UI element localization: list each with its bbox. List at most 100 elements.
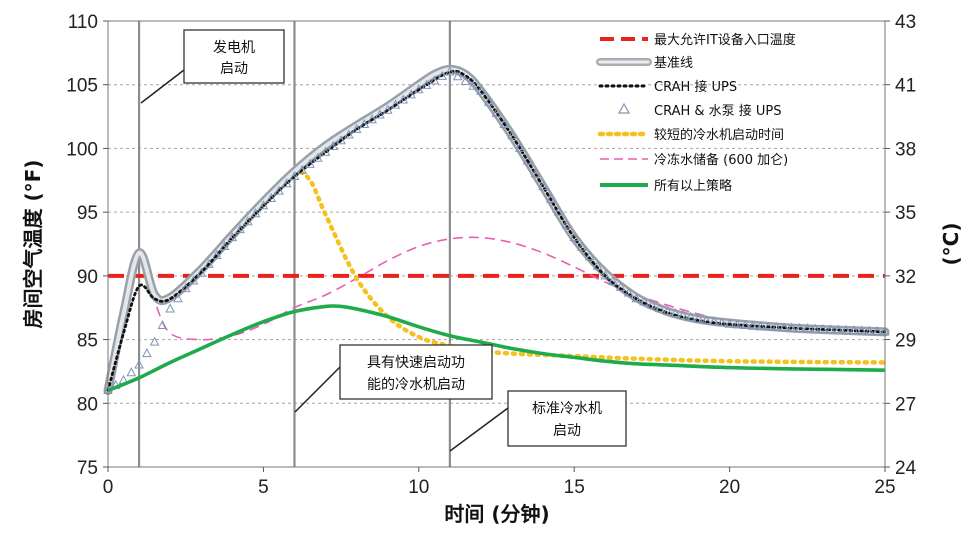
legend-label-baseline: 基准线 <box>654 56 693 71</box>
y-tick-label-left: 80 <box>77 394 98 415</box>
series-all-strategies <box>107 304 886 393</box>
triangle-marker <box>297 164 308 174</box>
triangle-marker <box>437 70 447 80</box>
triangle-marker <box>701 314 712 324</box>
triangle-marker <box>763 321 774 331</box>
triangle-marker <box>173 293 183 303</box>
triangle-marker <box>266 192 277 202</box>
triangle-marker <box>382 104 393 114</box>
triangle-marker <box>600 270 611 280</box>
x-tick-label: 0 <box>103 477 114 498</box>
triangle-marker <box>243 216 253 226</box>
annotation-box <box>183 29 285 84</box>
y-tick-label-left: 105 <box>66 76 98 97</box>
triangle-marker <box>647 299 657 309</box>
annotation-box <box>507 390 627 447</box>
x-tick-label: 5 <box>258 477 269 498</box>
triangle-marker <box>678 309 688 319</box>
legend: 最大允许IT设备入口温度 基准线 CRAH 接 UPS CRAH & 水泵 接 … <box>596 32 796 194</box>
triangle-marker <box>786 322 797 332</box>
annotation-fast-chiller-start: 具有快速启动功 能的冷水机启动 <box>294 344 493 413</box>
triangle-marker <box>421 79 432 89</box>
triangle-marker <box>732 319 743 329</box>
triangle-marker <box>445 66 455 76</box>
triangle-marker <box>476 85 486 95</box>
triangle-marker <box>577 241 587 251</box>
triangle-marker <box>561 219 572 229</box>
triangle-marker <box>149 336 160 346</box>
triangle-marker <box>818 323 828 333</box>
triangle-marker <box>320 146 331 156</box>
triangle-marker <box>755 321 766 331</box>
triangle-marker <box>740 319 750 330</box>
annotation-line-1: 具有快速启动功 <box>367 355 465 371</box>
series-layer <box>103 64 890 395</box>
triangle-marker <box>724 318 735 328</box>
triangle-marker <box>390 99 401 109</box>
y-tick-label-right: 38 <box>895 139 916 160</box>
triangle-marker <box>872 326 883 336</box>
annotation-line-1: 标准冷水机 <box>532 401 602 417</box>
triangle-marker <box>351 123 362 133</box>
triangle-marker <box>180 283 191 293</box>
triangle-marker <box>281 178 292 188</box>
triangle-marker <box>196 267 207 277</box>
triangle-marker <box>258 200 269 210</box>
triangle-marker <box>771 321 782 331</box>
y-tick-label-right: 32 <box>895 267 916 288</box>
triangle-marker <box>608 276 618 286</box>
triangle-marker <box>219 240 230 251</box>
y-tick-label-right: 41 <box>895 76 916 97</box>
y-tick-label-right: 27 <box>895 394 916 415</box>
y-tick-label-right: 29 <box>895 331 916 352</box>
triangle-marker <box>584 251 595 261</box>
triangle-marker <box>274 185 284 195</box>
legend-label-threshold: 最大允许IT设备入口温度 <box>654 32 796 48</box>
triangle-marker <box>825 324 836 334</box>
triangle-marker <box>615 281 626 291</box>
y-tick-label-left: 85 <box>77 331 98 352</box>
annotation-line-1: 发电机 <box>213 40 255 56</box>
legend-label-crah-ups: CRAH 接 UPS <box>654 79 737 95</box>
annotation-line-2: 启动 <box>553 423 581 439</box>
triangle-marker <box>662 305 673 316</box>
annotation-line-2: 能的冷水机启动 <box>367 377 465 393</box>
triangle-marker <box>592 260 603 270</box>
x-tick-label: 25 <box>874 477 895 498</box>
triangle-marker <box>204 258 214 268</box>
triangle-marker <box>716 317 727 327</box>
triangle-marker <box>864 325 875 335</box>
tick-layer: 75 80 85 90 95 100 105 110 24 27 29 32 35 38 41 43 0 5 10 1… <box>66 12 916 498</box>
triangle-marker <box>546 193 556 203</box>
legend-label-short-chiller: 较短的冷水机启动时间 <box>654 127 784 143</box>
triangle-marker <box>483 96 494 106</box>
annotation-leader <box>140 69 185 104</box>
triangle-marker <box>227 232 238 242</box>
legend-swatch-crah-pump <box>617 102 631 114</box>
triangle-marker <box>522 155 533 165</box>
y-axis-title-left: 房间空气温度 (°F) <box>21 160 45 329</box>
triangle-marker <box>188 275 199 285</box>
y-tick-label-left: 95 <box>77 203 98 224</box>
triangle-marker <box>375 109 385 119</box>
y-tick-label-right: 43 <box>895 12 916 33</box>
triangle-marker <box>468 80 479 90</box>
triangle-marker <box>235 224 245 234</box>
triangle-marker <box>514 142 525 152</box>
triangle-marker <box>344 129 354 139</box>
triangle-marker <box>685 311 696 321</box>
triangle-marker <box>126 367 137 377</box>
triangle-marker <box>631 293 642 303</box>
y-tick-label-left: 110 <box>68 12 98 33</box>
triangle-marker <box>250 208 261 218</box>
triangle-marker <box>810 323 820 333</box>
y-tick-label-right: 35 <box>895 203 916 224</box>
triangle-marker <box>429 75 440 85</box>
triangle-marker <box>779 322 789 332</box>
x-tick-label: 20 <box>719 477 740 498</box>
triangle-marker <box>491 107 502 117</box>
triangle-marker <box>709 316 719 326</box>
vline-layer <box>137 21 451 467</box>
triangle-marker <box>165 303 175 313</box>
series-storage <box>107 236 886 391</box>
